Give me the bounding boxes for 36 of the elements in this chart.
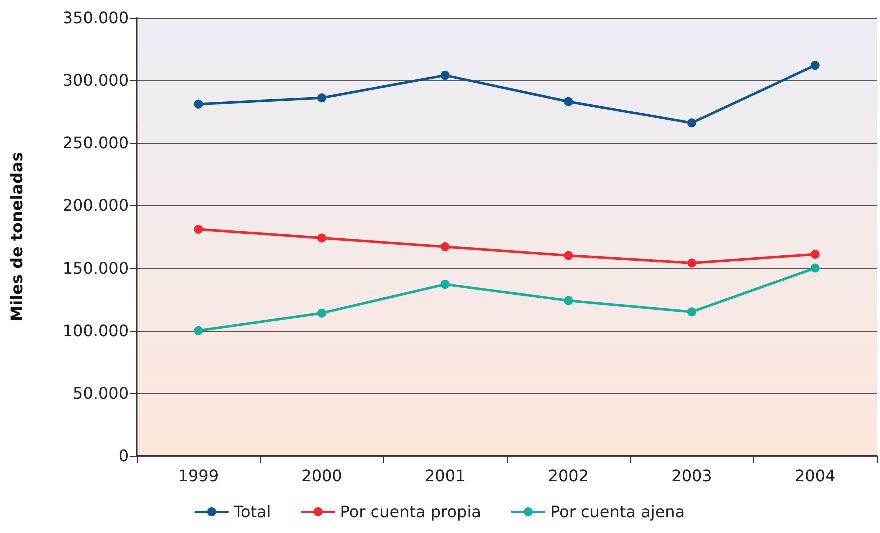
point: [564, 296, 574, 306]
point: [318, 308, 326, 318]
point: [810, 264, 820, 273]
point: [440, 242, 450, 252]
point: [688, 118, 696, 128]
point: [810, 250, 820, 260]
y-tick-label: 100.000: [62, 321, 129, 340]
x-tick-label: 2001: [424, 466, 466, 486]
y-tick-label: 300.000: [62, 71, 129, 90]
point: [440, 71, 450, 80]
x-tick-label: 2000: [302, 466, 342, 486]
x-tick-label: 2003: [672, 466, 712, 486]
x-tick-label: 2002: [548, 466, 590, 486]
y-axis-title: Miles de toneladas: [8, 152, 26, 322]
point: [564, 97, 574, 106]
x-tick-label: 2004: [794, 466, 836, 486]
y-tick-label: 200.000: [62, 196, 129, 216]
legend-label: Por cuenta propia: [340, 502, 482, 522]
point: [318, 94, 326, 103]
point: [564, 251, 574, 260]
y-tick-label: 150.000: [62, 258, 129, 278]
y-tick-label: 0: [118, 446, 129, 466]
point: [688, 258, 696, 268]
x-tick-label: 1999: [178, 466, 220, 486]
point: [194, 326, 204, 336]
legend-label: Por cuenta ajena: [550, 502, 686, 522]
legend-label: Total: [232, 502, 272, 522]
y-tick-label: 350.000: [62, 8, 129, 28]
y-tick-label: 250.000: [62, 134, 129, 153]
y-tick-label: 50.000: [73, 384, 129, 403]
point: [810, 61, 820, 70]
point: [194, 100, 204, 109]
point: [688, 308, 696, 317]
point: [194, 224, 204, 234]
point: [318, 234, 326, 243]
point: [440, 280, 450, 290]
